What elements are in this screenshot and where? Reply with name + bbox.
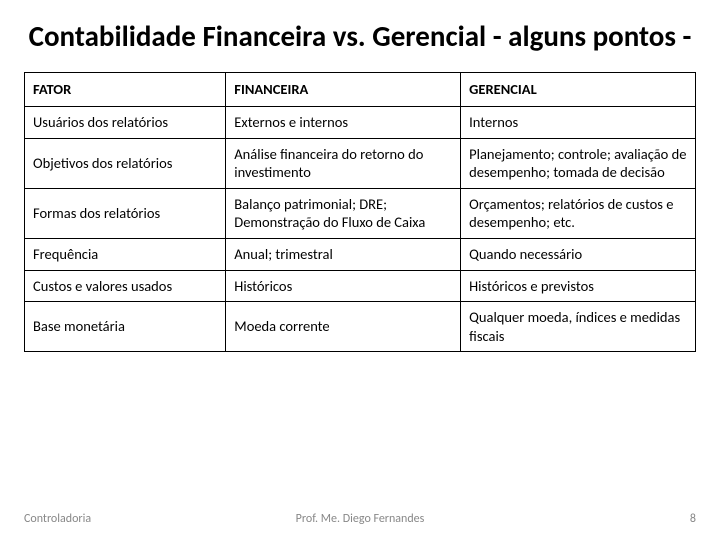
table-cell: Formas dos relatórios	[25, 188, 226, 238]
table-cell: Análise financeira do retorno do investi…	[226, 138, 461, 188]
comparison-table: FATOR FINANCEIRA GERENCIAL Usuários dos …	[24, 72, 696, 352]
slide-title: Contabilidade Financeira vs. Gerencial -…	[24, 18, 696, 54]
footer-left-text: Controladoria	[24, 512, 248, 526]
table-cell: Frequência	[25, 238, 226, 270]
table-cell: Quando necessário	[461, 238, 696, 270]
table-cell: Base monetária	[25, 302, 226, 352]
table-cell: Custos e valores usados	[25, 270, 226, 302]
table-cell: Orçamentos; relatórios de custos e desem…	[461, 188, 696, 238]
table-cell: Qualquer moeda, índices e medidas fiscai…	[461, 302, 696, 352]
table-cell: Anual; trimestral	[226, 238, 461, 270]
table-row: Formas dos relatórios Balanço patrimonia…	[25, 188, 696, 238]
slide-footer: Controladoria Prof. Me. Diego Fernandes …	[0, 512, 720, 526]
table-cell: Internos	[461, 107, 696, 139]
table-row: Usuários dos relatórios Externos e inter…	[25, 107, 696, 139]
table-row: Base monetária Moeda corrente Qualquer m…	[25, 302, 696, 352]
table-cell: Usuários dos relatórios	[25, 107, 226, 139]
table-header-cell: FATOR	[25, 73, 226, 107]
table-cell: Históricos e previstos	[461, 270, 696, 302]
table-header-cell: FINANCEIRA	[226, 73, 461, 107]
table-cell: Objetivos dos relatórios	[25, 138, 226, 188]
table-row: Custos e valores usados Históricos Histó…	[25, 270, 696, 302]
footer-page-number: 8	[472, 512, 696, 526]
table-header-cell: GERENCIAL	[461, 73, 696, 107]
table-header-row: FATOR FINANCEIRA GERENCIAL	[25, 73, 696, 107]
table-cell: Balanço patrimonial; DRE; Demonstração d…	[226, 188, 461, 238]
table-cell: Externos e internos	[226, 107, 461, 139]
footer-center-text: Prof. Me. Diego Fernandes	[248, 512, 472, 526]
table-row: Objetivos dos relatórios Análise finance…	[25, 138, 696, 188]
table-cell: Históricos	[226, 270, 461, 302]
table-cell: Moeda corrente	[226, 302, 461, 352]
table-cell: Planejamento; controle; avaliação de des…	[461, 138, 696, 188]
table-row: Frequência Anual; trimestral Quando nece…	[25, 238, 696, 270]
